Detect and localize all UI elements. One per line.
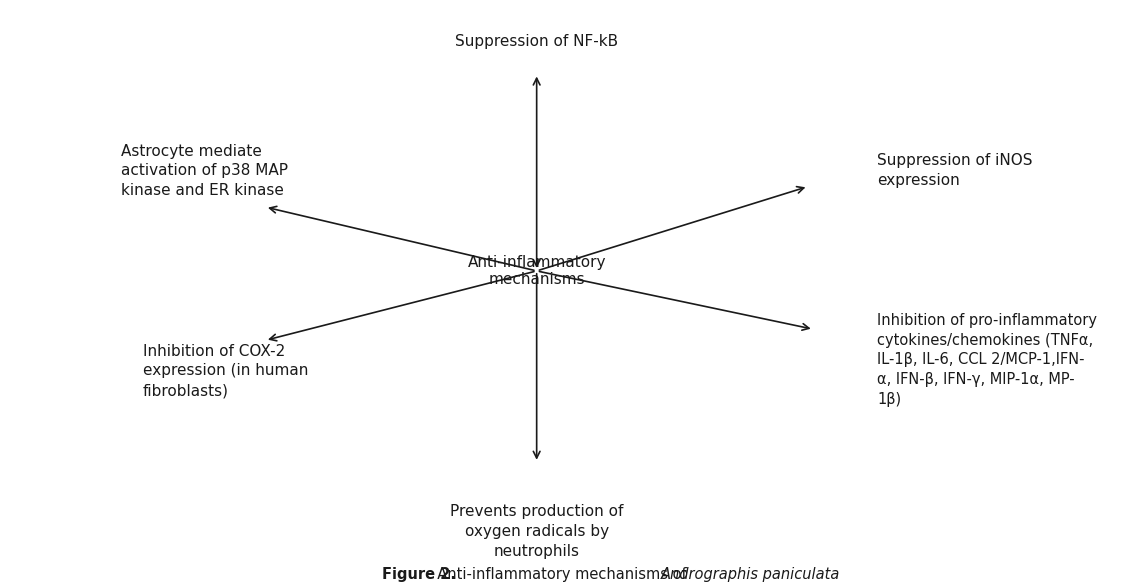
Text: Anti-inflammatory
mechanisms: Anti-inflammatory mechanisms [468,255,606,287]
Text: Astrocyte mediate
activation of p38 MAP
kinase and ER kinase: Astrocyte mediate activation of p38 MAP … [121,144,288,198]
Text: Anti-inflammatory mechanisms of: Anti-inflammatory mechanisms of [428,567,691,582]
Text: Figure 2.: Figure 2. [382,567,456,582]
Text: Andrographis paniculata: Andrographis paniculata [662,567,841,582]
Text: Suppression of iNOS
expression: Suppression of iNOS expression [877,154,1033,189]
Text: Suppression of NF-kB: Suppression of NF-kB [455,34,619,49]
Text: Inhibition of pro-inflammatory
cytokines/chemokines (TNFα,
IL-1β, IL-6, CCL 2/MC: Inhibition of pro-inflammatory cytokines… [877,313,1098,407]
Text: Prevents production of
oxygen radicals by
neutrophils: Prevents production of oxygen radicals b… [449,505,623,559]
Text: Inhibition of COX-2
expression (in human
fibroblasts): Inhibition of COX-2 expression (in human… [143,343,308,398]
